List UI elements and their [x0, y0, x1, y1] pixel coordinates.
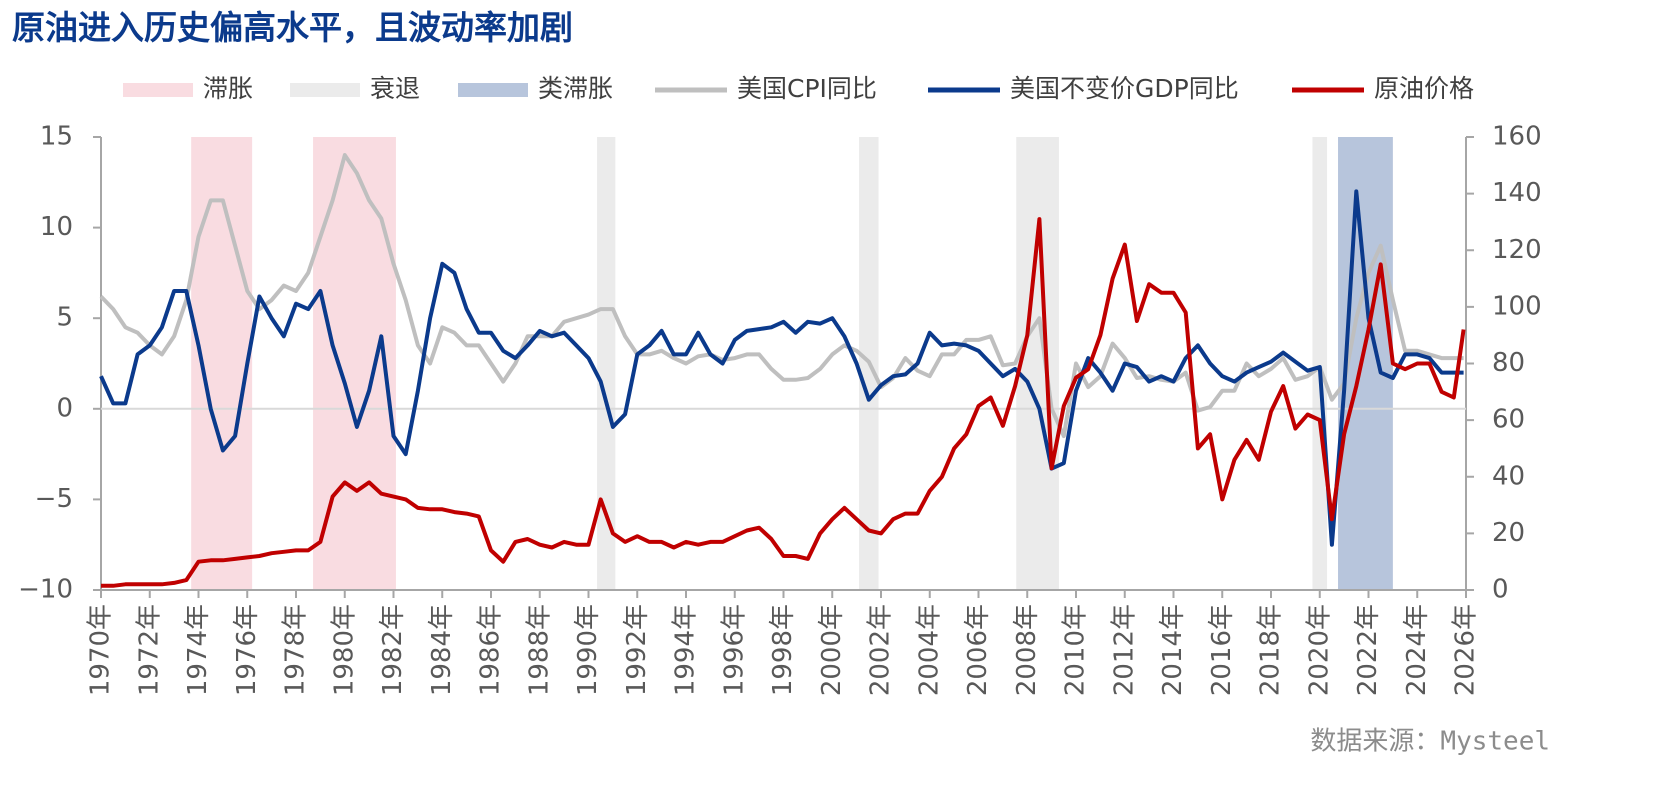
y-tick-label: 10: [40, 212, 73, 242]
x-tick-label: 2008年: [1012, 604, 1042, 696]
x-tick-label: 1992年: [622, 604, 652, 696]
y2-tick-label: 100: [1492, 291, 1542, 321]
x-tick-label: 2018年: [1256, 604, 1286, 696]
series-line: [101, 217, 1466, 588]
chart-title: 原油进入历史偏高水平，且波动率加剧: [12, 8, 573, 47]
y-tick-label: −5: [35, 484, 73, 514]
x-tick-label: 1996年: [719, 604, 749, 696]
x-tick-label: 1972年: [134, 604, 164, 696]
y2-tick-label: 140: [1492, 178, 1542, 208]
legend-label: 美国不变价GDP同比: [1010, 74, 1239, 103]
series-line: [99, 153, 1464, 438]
x-tick-label: 2014年: [1158, 604, 1188, 696]
x-tick-label: 1982年: [378, 604, 408, 696]
y2-tick-label: 80: [1492, 348, 1525, 378]
x-tick-label: 1998年: [768, 604, 798, 696]
x-tick-label: 2020年: [1304, 604, 1334, 696]
legend-label: 类滞胀: [538, 74, 613, 103]
y-tick-label: −10: [18, 575, 73, 605]
x-tick-label: 1974年: [183, 604, 213, 696]
x-tick-label: 2026年: [1451, 604, 1481, 696]
legend-swatch: [290, 83, 360, 97]
y-tick-label: 15: [40, 122, 73, 152]
x-tick-label: 2024年: [1402, 604, 1432, 696]
y2-tick-label: 20: [1492, 518, 1525, 548]
y2-tick-label: 60: [1492, 405, 1525, 435]
x-tick-label: 1978年: [281, 604, 311, 696]
legend-label: 原油价格: [1374, 74, 1474, 103]
shaded-band: [597, 137, 616, 590]
x-tick-label: 2022年: [1353, 604, 1383, 696]
legend-label: 滞胀: [203, 74, 253, 103]
legend-swatch: [458, 83, 528, 97]
y-tick-label: 0: [56, 393, 73, 423]
x-tick-label: 1976年: [232, 604, 262, 696]
y2-tick-label: 160: [1492, 122, 1542, 152]
x-tick-label: 2016年: [1207, 604, 1237, 696]
source-note: 数据来源：Mysteel: [1310, 727, 1550, 757]
x-tick-label: 1984年: [427, 604, 457, 696]
x-tick-label: 2010年: [1061, 604, 1091, 696]
x-tick-label: 1988年: [524, 604, 554, 696]
series-line: [99, 189, 1464, 547]
y2-tick-label: 0: [1492, 575, 1509, 605]
x-tick-label: 1990年: [573, 604, 603, 696]
legend-swatch: [123, 83, 193, 97]
x-tick-label: 2000年: [817, 604, 847, 696]
x-tick-label: 2012年: [1109, 604, 1139, 696]
x-tick-label: 1986年: [476, 604, 506, 696]
x-tick-label: 1994年: [671, 604, 701, 696]
y-tick-label: 5: [56, 303, 73, 333]
x-tick-label: 1970年: [86, 604, 116, 696]
x-tick-label: 2006年: [963, 604, 993, 696]
x-tick-label: 2004年: [914, 604, 944, 696]
x-tick-label: 1980年: [329, 604, 359, 696]
legend-label: 美国CPI同比: [737, 74, 877, 103]
shaded-band: [1312, 137, 1328, 590]
x-tick-label: 2002年: [866, 604, 896, 696]
legend-label: 衰退: [370, 74, 420, 103]
y2-tick-label: 120: [1492, 235, 1542, 265]
y2-tick-label: 40: [1492, 461, 1525, 491]
shaded-band: [1016, 137, 1059, 590]
